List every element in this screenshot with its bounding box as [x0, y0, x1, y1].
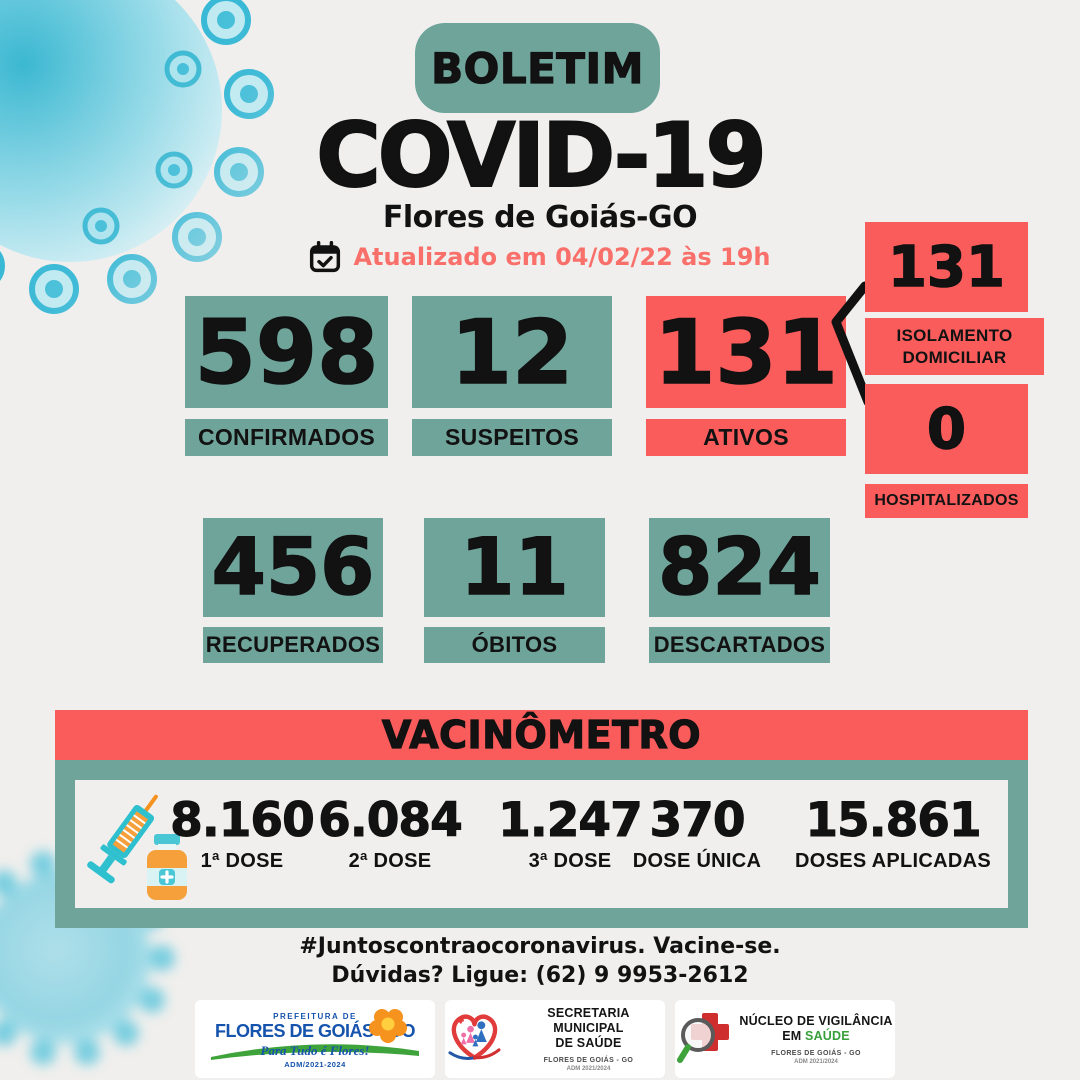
dose-3-value: 1.247: [498, 793, 644, 848]
vacinometro-title: VACINÔMETRO: [381, 712, 702, 757]
vacinometro-inner-panel: [75, 780, 1008, 908]
prefeitura-logo-card: PREFEITURA DE FLORES DE GOIÁS - GO Para …: [195, 1000, 435, 1078]
dose-3-label: 3ª DOSE: [528, 850, 612, 872]
calendar-check-icon: [310, 241, 341, 273]
hospitalizados-label: HOSPITALIZADOS: [865, 484, 1028, 518]
confirmados-value-box: 598: [185, 296, 388, 408]
syringe-vial-icon: [87, 794, 187, 900]
phone-text: Dúvidas? Ligue: (62) 9 9953-2612: [331, 963, 749, 988]
recuperados-label: RECUPERADOS: [203, 627, 383, 663]
ativos-label: ATIVOS: [646, 419, 846, 456]
recuperados-value-box: 456: [203, 518, 383, 617]
vigilancia-line2-prefix: EM: [782, 1028, 806, 1043]
secretaria-line2: DE SAÚDE: [555, 1036, 622, 1050]
updated-at-text: Atualizado em 04/02/22 às 19h: [353, 243, 771, 271]
vigilancia-city: FLORES DE GOIÁS - GO: [771, 1049, 861, 1057]
dose-1-value: 8.160: [170, 793, 316, 848]
vigilancia-line1: NÚCLEO DE VIGILÂNCIA: [739, 1013, 893, 1028]
dose-unica-label: DOSE ÚNICA: [632, 850, 762, 872]
confirmados-label: CONFIRMADOS: [185, 419, 388, 456]
prefeitura-top-text: PREFEITURA DE: [273, 1011, 357, 1021]
obitos-value-box: 11: [424, 518, 605, 617]
ativos-breakdown-connector: [831, 281, 873, 407]
doses-aplicadas-column: 15.861 DOSES APLICADAS: [790, 793, 996, 873]
dose-2-value: 6.084: [318, 793, 464, 848]
obitos-label: ÓBITOS: [424, 627, 605, 663]
hashtag-text: #Juntoscontraocoronavirus. Vacine-se.: [299, 934, 781, 959]
magnifier-cross-icon: [677, 1013, 730, 1063]
vigilancia-line2-highlight: SAÚDE: [805, 1028, 850, 1043]
update-row: Atualizado em 04/02/22 às 19h: [0, 241, 1080, 273]
suspeitos-label: SUSPEITOS: [412, 419, 612, 456]
secretaria-adm: ADM 2021/2024: [566, 1066, 611, 1072]
vigilancia-adm: ADM 2021/2024: [794, 1058, 838, 1065]
page-title: COVID-19: [315, 104, 768, 207]
dose-2-label: 2ª DOSE: [348, 850, 432, 872]
vigilancia-line2: EM SAÚDE: [739, 1029, 892, 1044]
flower-icon: [369, 1008, 407, 1043]
boletim-badge-label: BOLETIM: [431, 43, 644, 93]
dose-1-label: 1ª DOSE: [200, 850, 284, 872]
ativos-value-box: 131: [646, 296, 846, 408]
hospitalizados-value-box: 0: [865, 384, 1028, 474]
heart-family-icon: [448, 1014, 501, 1060]
suspeitos-value-box: 12: [412, 296, 612, 408]
boletim-badge: BOLETIM: [415, 23, 660, 113]
dose-2-column: 6.084 2ª DOSE: [315, 793, 465, 873]
green-swoosh-icon: [211, 1043, 419, 1060]
prefeitura-adm-text: ADM/2021-2024: [284, 1059, 346, 1069]
dose-unica-column: 370 DOSE ÚNICA: [622, 793, 772, 873]
secretaria-saude-logo-card: SECRETARIA MUNICIPAL DE SAÚDE FLORES DE …: [445, 1000, 665, 1078]
doses-aplicadas-label: DOSES APLICADAS: [794, 850, 991, 872]
secretaria-line1: SECRETARIA MUNICIPAL: [547, 1006, 630, 1035]
doses-aplicadas-value: 15.861: [805, 793, 982, 848]
prefeitura-name-text: FLORES DE GOIÁS - GO: [214, 1020, 416, 1041]
prefeitura-slogan-text: Para Tudo é Flores!: [260, 1042, 370, 1058]
descartados-value-box: 824: [649, 518, 830, 617]
secretaria-city: FLORES DE GOIÁS - GO: [543, 1057, 634, 1064]
dose-3-column: 1.247 3ª DOSE: [495, 793, 645, 873]
page-subtitle: Flores de Goiás-GO: [382, 200, 698, 235]
vacinometro-title-bar: VACINÔMETRO: [55, 710, 1028, 760]
isolamento-label: ISOLAMENTO DOMICILIAR: [865, 318, 1044, 375]
descartados-label: DESCARTADOS: [649, 627, 830, 663]
dose-1-column: 8.160 1ª DOSE: [167, 793, 317, 873]
dose-unica-value: 370: [649, 793, 746, 848]
vigilancia-logo-card: NÚCLEO DE VIGILÂNCIA EM SAÚDE FLORES DE …: [675, 1000, 895, 1078]
isolamento-value-box: 131: [865, 222, 1028, 312]
